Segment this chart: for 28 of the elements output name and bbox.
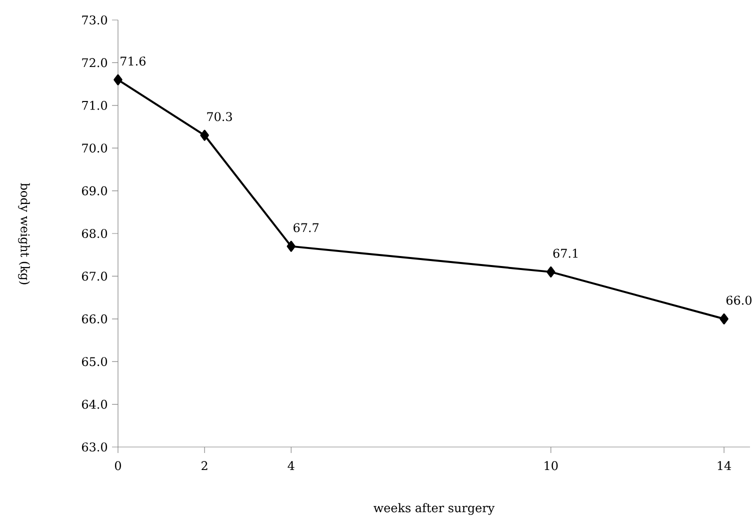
y-tick-label: 71.0 [82,100,108,110]
y-tick-label: 66.0 [82,314,108,324]
x-tick-label: 0 [114,461,122,470]
y-tick-label: 69.0 [82,186,108,196]
y-tick-label: 64.0 [82,400,108,409]
point [286,240,296,252]
y-tick-label: 65.0 [82,357,108,366]
point [546,266,556,278]
data-label: 67.1 [553,248,578,258]
data-label: 66.0 [726,296,752,305]
x-tick-label: 4 [288,461,294,470]
x-tick-label: 2 [202,461,208,470]
y-axis-title: body weight (kg) [18,183,30,284]
x-tick-label: 14 [718,461,732,470]
point [114,74,122,86]
data-label: 67.7 [294,223,319,232]
y-tick-label: 70.0 [82,144,108,153]
y-tick-label: 67.0 [82,272,108,281]
y-tick-label: 72.0 [82,58,108,68]
y-tick-label: 63.0 [82,442,108,452]
x-tick-label: 10 [544,461,558,470]
point [200,130,209,141]
data-label: 71.6 [120,56,146,66]
data-label: 70.3 [207,112,232,122]
x-axis-title: weeks after surgery [374,503,495,515]
y-tick-label: 68.0 [82,228,108,238]
point [720,313,728,324]
y-tick-label: 73.0 [82,15,108,25]
